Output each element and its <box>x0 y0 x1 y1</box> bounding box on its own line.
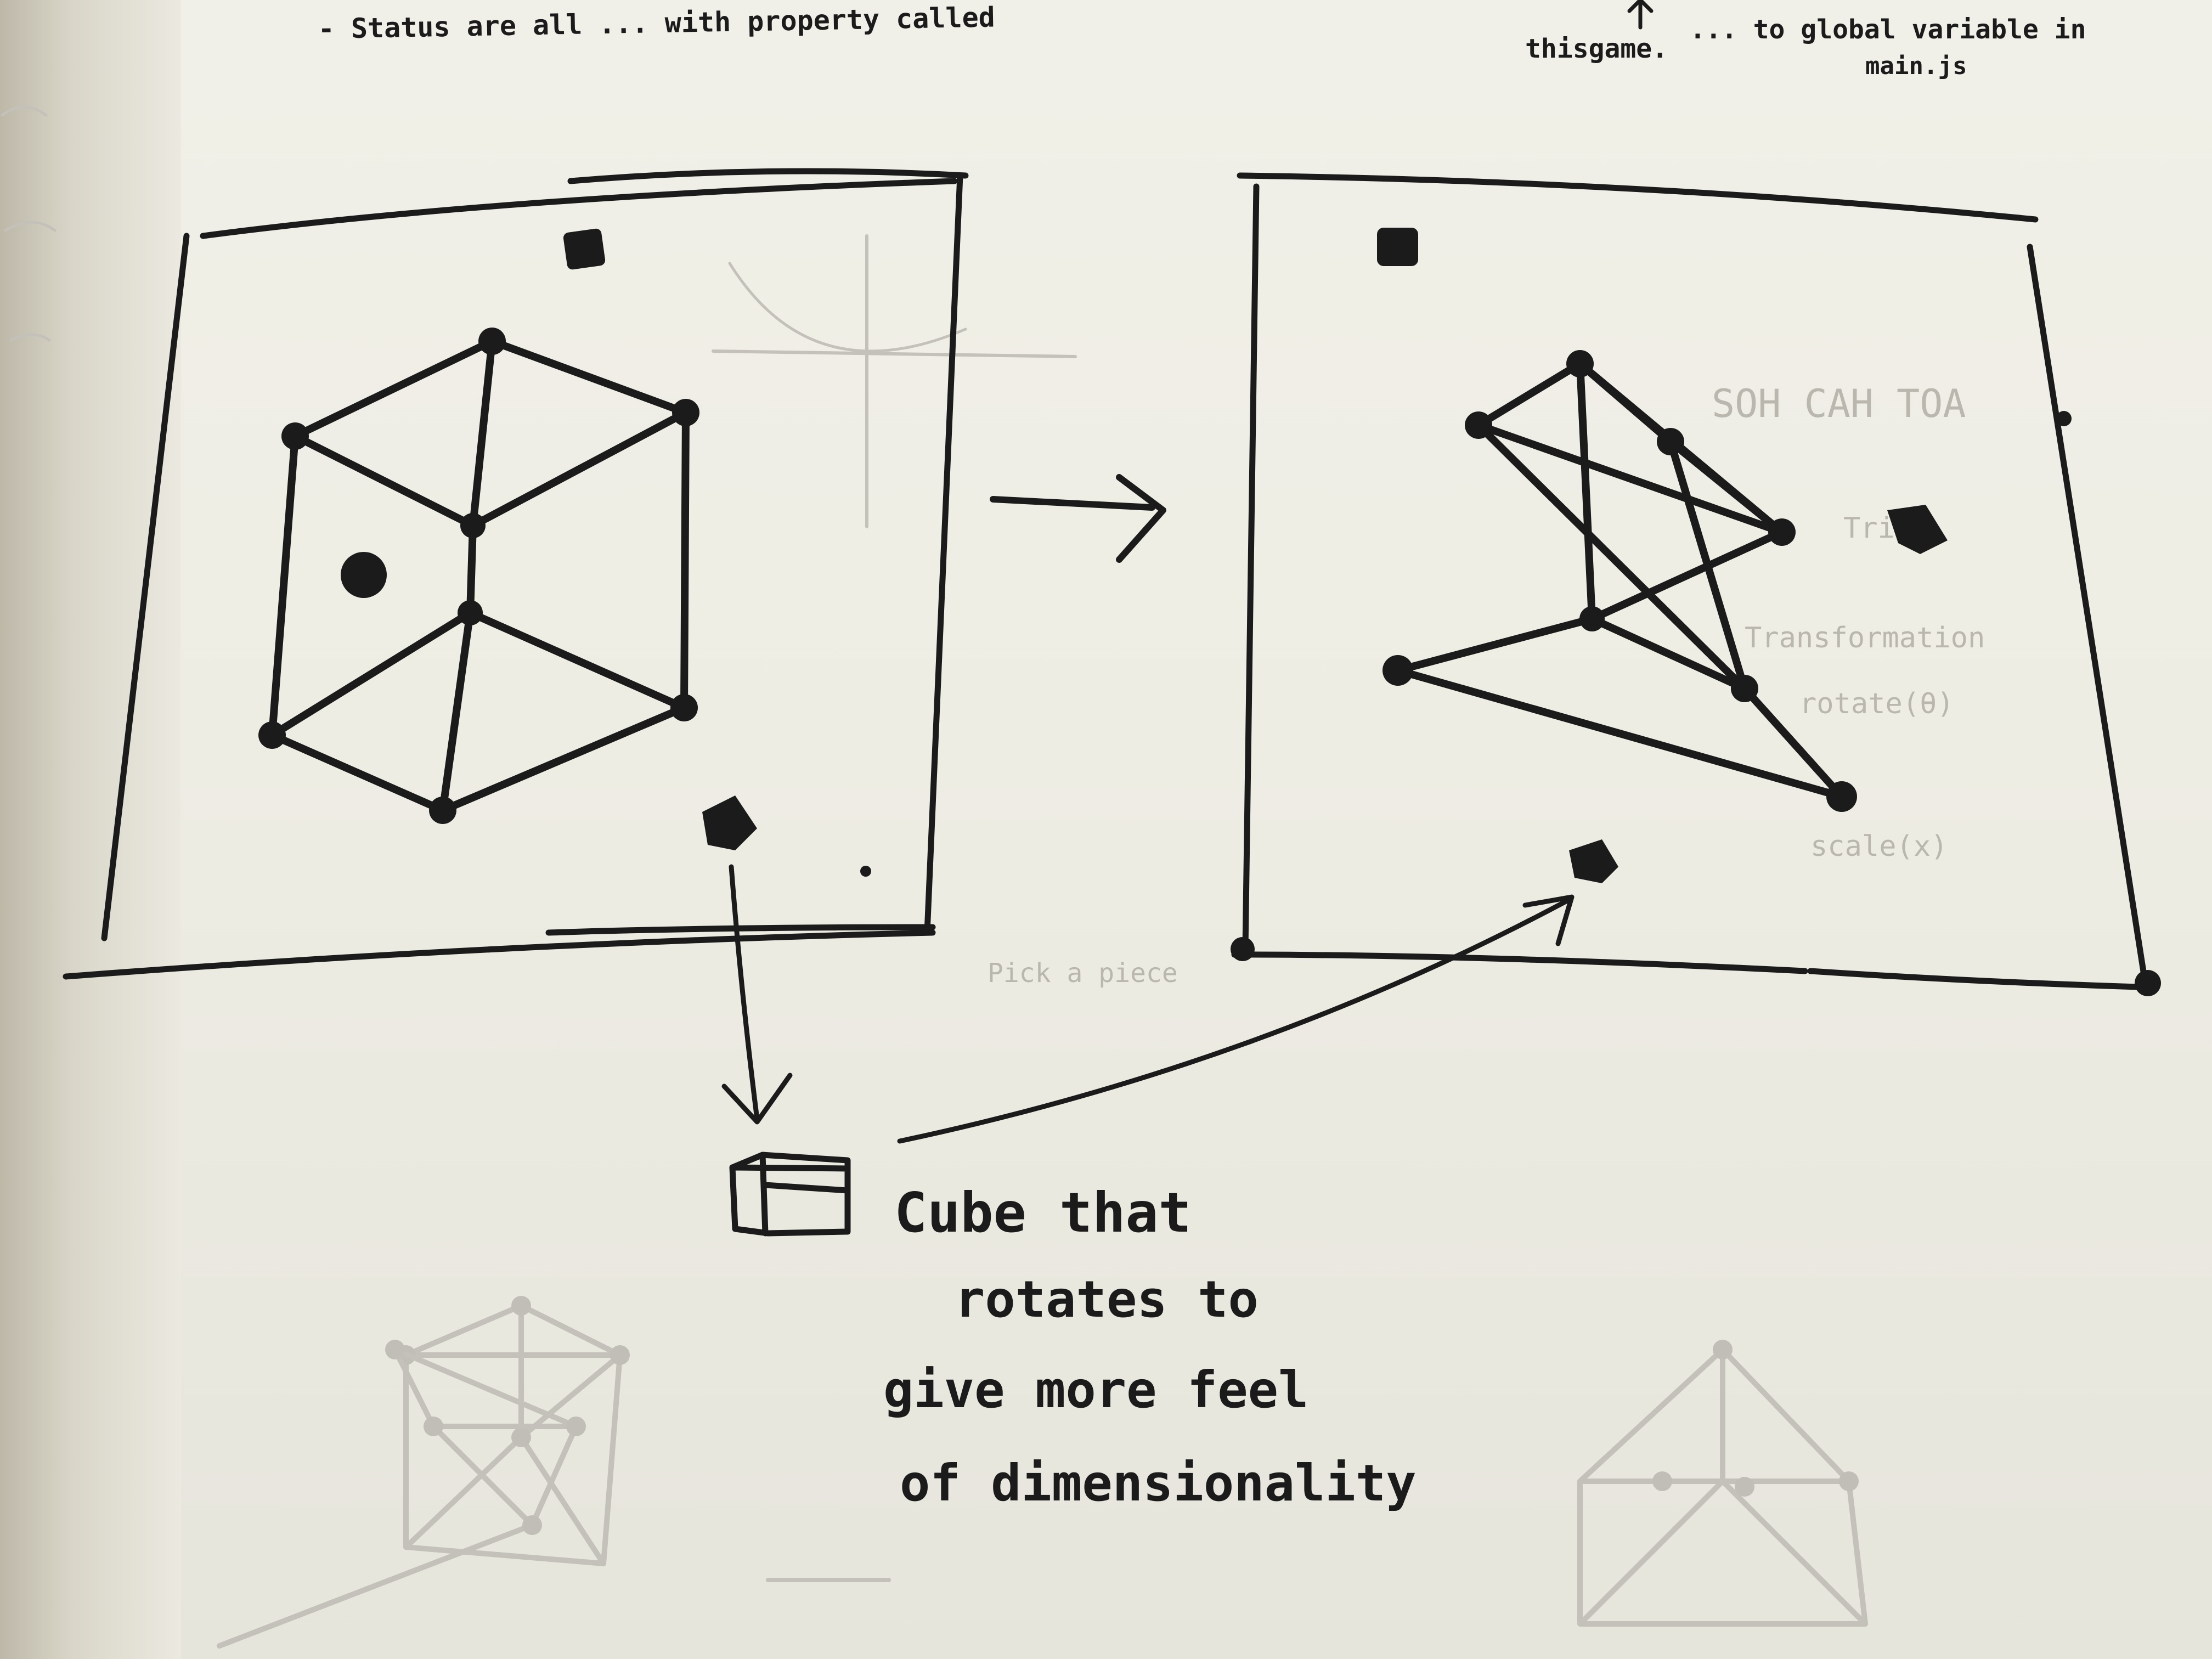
scene-marker-pentagon <box>1569 839 1618 883</box>
header-note-right: ... to global variable in <box>1690 14 2086 45</box>
down-arrow-icon <box>721 864 793 1125</box>
transition-arrow-icon <box>990 474 1166 563</box>
faint-side-note-4: scale(x) <box>1810 830 1948 863</box>
faint-side-note-2: Transformation <box>1745 622 1985 654</box>
faint-cube-sketch-right <box>1577 1340 1868 1627</box>
cube-vertex <box>1383 655 1413 686</box>
cube-vertex <box>1731 675 1758 702</box>
scene-marker-pentagon <box>702 795 757 850</box>
header-note-middle: thisgame. <box>1525 33 1668 64</box>
cube-wireframe <box>258 328 699 824</box>
scene-marker-square <box>1377 228 1418 266</box>
faint-graph-axes <box>712 234 1077 528</box>
header-note: - Status are all ... with property calle… <box>318 0 2086 80</box>
header-note-right-2: main.js <box>1865 52 1967 80</box>
left-screen-frame <box>63 168 969 980</box>
cube-vertex <box>1657 428 1684 455</box>
cube-icon <box>729 1152 851 1237</box>
cube-vertex <box>478 328 506 355</box>
cube-vertex <box>458 600 483 625</box>
cube-vertex <box>1826 781 1857 812</box>
scene-marker-blob <box>341 552 387 598</box>
scene-marker-square <box>563 228 606 270</box>
notebook-binding-edge <box>0 0 181 1659</box>
cube-vertex <box>1768 518 1796 546</box>
cube-vertex <box>670 694 698 721</box>
cube-vertex <box>281 422 309 450</box>
scene-marker-blob <box>1887 505 1948 554</box>
caption-line-4: of dimensionality <box>900 1454 1417 1513</box>
faint-bleed-through-sketches: SOH CAH TOA Trig Transformation rotate(θ… <box>1 105 1985 1649</box>
caption: Cube that rotates to give more feel of d… <box>883 1181 1417 1513</box>
cube-vertex <box>672 399 699 426</box>
header-up-arrow-icon <box>1627 0 1654 30</box>
cube-vertex <box>429 797 456 824</box>
cube-vertex <box>1465 411 1492 439</box>
header-note-left: - Status are all ... with property calle… <box>318 1 995 45</box>
rotated-cube-wireframe <box>1383 350 1857 812</box>
cube-vertex <box>460 513 486 538</box>
caption-line-1: Cube that <box>894 1181 1192 1245</box>
caption-line-2: rotates to <box>955 1270 1259 1329</box>
right-screen-frame <box>1231 172 2161 996</box>
up-arrow-icon <box>897 894 1575 1144</box>
faint-side-note-5: Pick a piece <box>988 958 1178 989</box>
cube-vertex <box>1579 606 1605 631</box>
cube-vertex <box>258 721 286 749</box>
caption-line-3: give more feel <box>883 1361 1308 1419</box>
faint-side-note-3: rotate(θ) <box>1799 687 1954 720</box>
faint-trig-label: SOH CAH TOA <box>1712 381 1966 426</box>
cube-vertex <box>1566 350 1594 377</box>
faint-rotated-sketch <box>217 1340 586 1649</box>
